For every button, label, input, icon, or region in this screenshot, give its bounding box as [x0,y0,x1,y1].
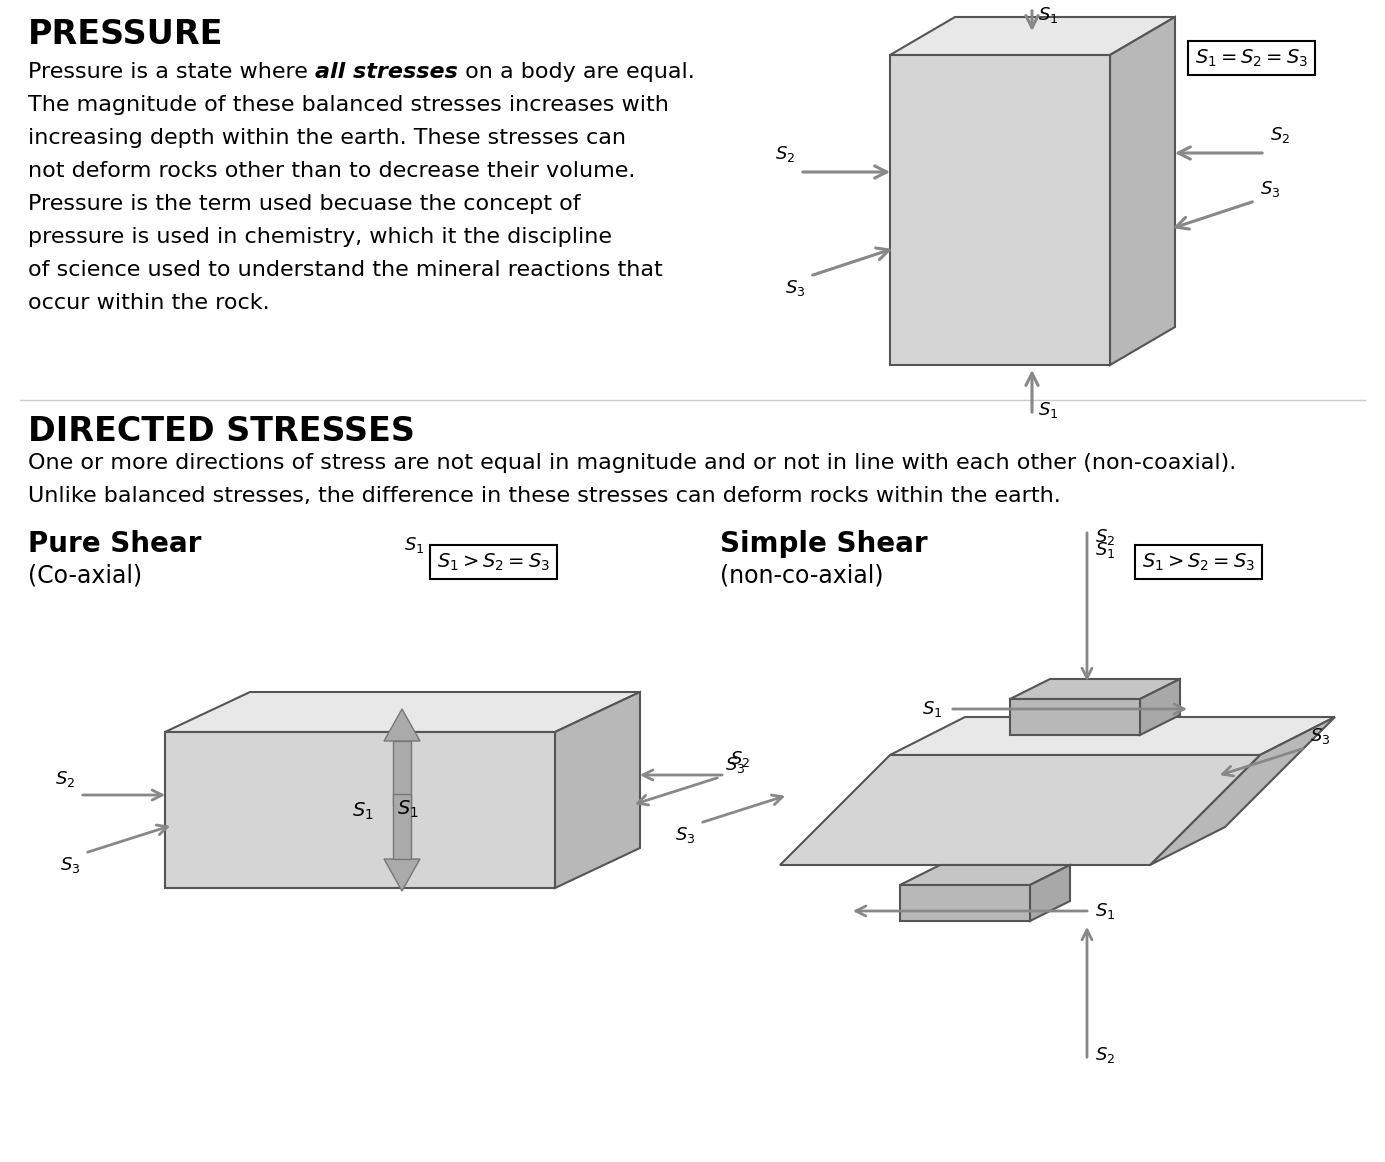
Text: Pressure is a state where: Pressure is a state where [28,62,314,83]
Polygon shape [1150,717,1335,865]
Polygon shape [891,17,1174,55]
Text: DIRECTED STRESSES: DIRECTED STRESSES [28,415,415,449]
Text: (non-co-axial): (non-co-axial) [720,564,884,587]
Text: $\mathit{S}_1$: $\mathit{S}_1$ [1037,400,1058,419]
Text: all stresses: all stresses [314,62,458,83]
Text: $\mathit{S}_1 = \mathit{S}_2 = \mathit{S}_3$: $\mathit{S}_1 = \mathit{S}_2 = \mathit{S… [1195,48,1307,69]
Text: Pure Shear: Pure Shear [28,530,201,558]
Text: $\mathit{S}_1 > \mathit{S}_2 = \mathit{S}_3$: $\mathit{S}_1 > \mathit{S}_2 = \mathit{S… [1143,551,1255,573]
Text: $\mathit{S}_2$: $\mathit{S}_2$ [730,749,751,769]
Text: $\mathit{S}_1$: $\mathit{S}_1$ [1096,901,1115,921]
Text: (Co-axial): (Co-axial) [28,564,143,587]
Polygon shape [900,885,1030,921]
Text: not deform rocks other than to decrease their volume.: not deform rocks other than to decrease … [28,162,636,181]
Text: $\mathit{S}_1$: $\mathit{S}_1$ [1037,5,1058,26]
Text: $\mathit{S}_1$: $\mathit{S}_1$ [1096,540,1115,560]
Text: $\mathit{S}_3$: $\mathit{S}_3$ [1260,179,1280,199]
Text: $\mathit{S}_2$: $\mathit{S}_2$ [1096,528,1115,547]
Text: $\mathit{S}_3$: $\mathit{S}_3$ [1310,726,1331,746]
Polygon shape [384,859,420,891]
Text: pressure is used in chemistry, which it the discipline: pressure is used in chemistry, which it … [28,227,612,248]
Polygon shape [165,732,555,888]
Polygon shape [1010,679,1180,700]
Text: $\mathit{S}_1$: $\mathit{S}_1$ [404,535,424,555]
Text: One or more directions of stress are not equal in magnitude and or not in line w: One or more directions of stress are not… [28,453,1237,473]
Polygon shape [891,55,1109,365]
Polygon shape [1010,700,1140,736]
Polygon shape [393,741,411,806]
Text: $\mathit{S}_3$: $\mathit{S}_3$ [60,855,80,875]
Text: $\mathit{S}_2$: $\mathit{S}_2$ [55,769,75,789]
Polygon shape [555,693,640,888]
Text: $\mathit{S}_2$: $\mathit{S}_2$ [1096,1045,1115,1066]
Polygon shape [393,794,411,859]
Text: $\mathit{S}_1$: $\mathit{S}_1$ [352,801,374,823]
Text: $\mathit{S}_1 > \mathit{S}_2 = \mathit{S}_3$: $\mathit{S}_1 > \mathit{S}_2 = \mathit{S… [438,551,550,573]
Text: $\mathit{S}_3$: $\mathit{S}_3$ [724,755,745,775]
Text: $\mathit{S}_3$: $\mathit{S}_3$ [674,825,695,845]
Text: occur within the rock.: occur within the rock. [28,293,270,313]
Polygon shape [1030,865,1071,921]
Text: $\mathit{S}_3$: $\mathit{S}_3$ [785,278,805,297]
Text: $\mathit{S}_2$: $\mathit{S}_2$ [774,144,795,164]
Text: increasing depth within the earth. These stresses can: increasing depth within the earth. These… [28,128,626,148]
Polygon shape [384,709,420,741]
Text: Pressure is the term used becuase the concept of: Pressure is the term used becuase the co… [28,194,580,214]
Polygon shape [1109,17,1174,365]
Text: Simple Shear: Simple Shear [720,530,928,558]
Text: of science used to understand the mineral reactions that: of science used to understand the minera… [28,260,663,280]
Text: $\mathit{S}_2$: $\mathit{S}_2$ [1270,125,1291,145]
Text: PRESSURE: PRESSURE [28,17,223,51]
Text: The magnitude of these balanced stresses increases with: The magnitude of these balanced stresses… [28,95,669,115]
Polygon shape [780,755,1260,865]
Text: $\mathit{S}_1$: $\mathit{S}_1$ [397,799,418,820]
Polygon shape [1140,679,1180,736]
Text: Unlike balanced stresses, the difference in these stresses can deform rocks with: Unlike balanced stresses, the difference… [28,486,1061,505]
Text: $\mathit{S}_1$: $\mathit{S}_1$ [921,700,942,719]
Polygon shape [900,865,1071,885]
Text: on a body are equal.: on a body are equal. [458,62,695,83]
Polygon shape [891,717,1335,755]
Polygon shape [165,693,640,732]
